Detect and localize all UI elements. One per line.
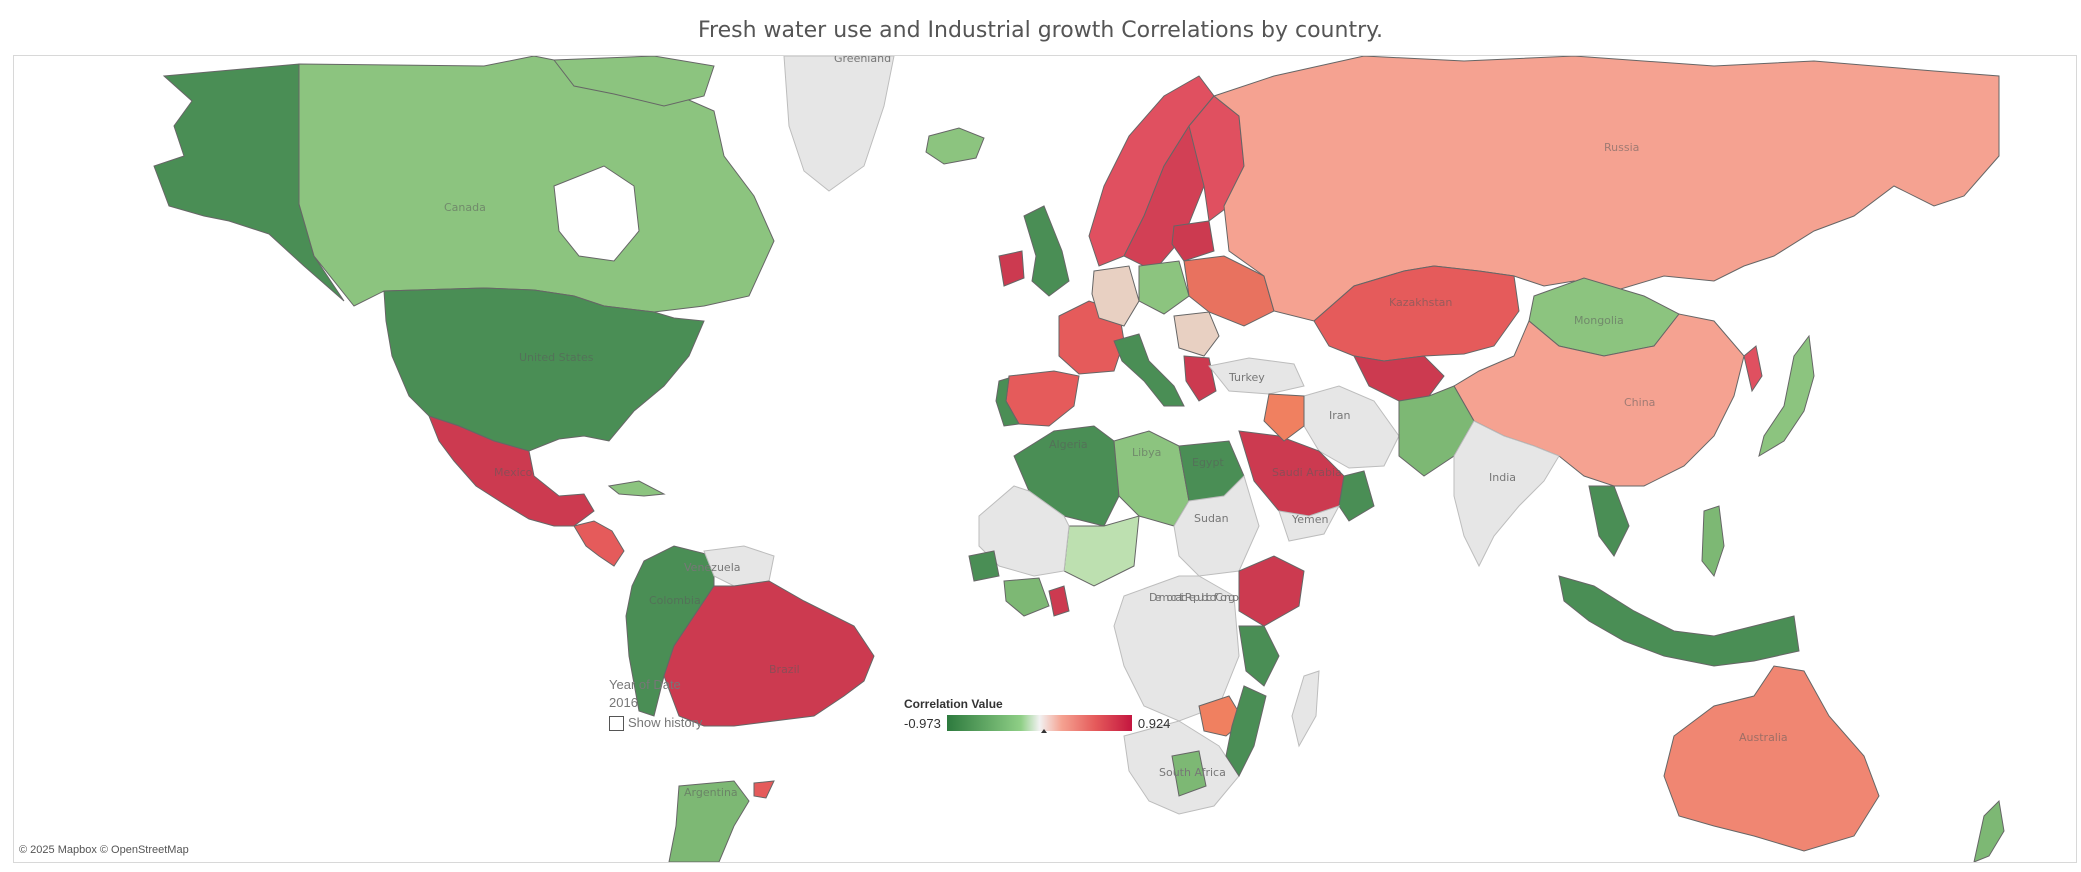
label-china: China (1624, 396, 1655, 409)
show-history-label: Show history (628, 715, 703, 730)
map-canvas[interactable]: Greenland Canada United States Mexico Ve… (14, 56, 2076, 862)
hudson-bay (553, 165, 640, 262)
label-brazil: Brazil (769, 663, 800, 676)
country-central-asia[interactable] (1353, 355, 1445, 402)
country-madagascar[interactable] (1291, 670, 1320, 748)
label-mexico: Mexico (494, 466, 533, 479)
country-ghana[interactable] (1003, 577, 1050, 617)
map-title: Fresh water use and Industrial growth Co… (698, 18, 1383, 43)
country-niger[interactable] (1063, 515, 1140, 587)
country-indonesia[interactable] (1558, 575, 1800, 667)
country-poland[interactable] (1138, 260, 1190, 315)
label-egypt: Egypt (1192, 456, 1224, 469)
country-balkans[interactable] (1173, 311, 1220, 357)
country-thailand[interactable] (1588, 485, 1630, 557)
label-russia: Russia (1604, 141, 1639, 154)
label-india: India (1489, 471, 1516, 484)
country-ethiopia[interactable] (1238, 555, 1305, 627)
country-central-america[interactable] (573, 520, 625, 567)
legend-title: Correlation Value (904, 697, 1003, 711)
country-philippines[interactable] (1701, 505, 1725, 578)
country-nigeria[interactable] (1048, 585, 1070, 617)
country-russia[interactable] (1212, 56, 2000, 322)
country-greece[interactable] (1183, 355, 1217, 402)
country-senegal[interactable] (968, 550, 1000, 582)
country-ireland[interactable] (998, 250, 1025, 287)
label-drc: Democratic Republic of Congo (1149, 591, 1239, 604)
country-botswana[interactable] (1171, 750, 1207, 797)
label-iran: Iran (1329, 409, 1351, 422)
country-baltics[interactable] (1171, 220, 1215, 262)
legend-gradient[interactable] (946, 715, 1132, 733)
label-turkey: Turkey (1228, 371, 1265, 384)
country-mozambique[interactable] (1225, 685, 1267, 778)
label-saudi-arabia: Saudi Arabia (1272, 466, 1342, 479)
country-canada-islands[interactable] (553, 56, 715, 107)
label-sudan: Sudan (1194, 512, 1229, 525)
label-kazakhstan: Kazakhstan (1389, 296, 1452, 309)
legend-min: -0.973 (904, 715, 941, 731)
label-greenland: Greenland (834, 56, 891, 65)
country-cuba[interactable] (607, 480, 666, 497)
country-new-zealand[interactable] (1973, 799, 2005, 862)
country-brazil[interactable] (663, 580, 875, 727)
country-mexico[interactable] (428, 415, 595, 527)
country-japan[interactable] (1758, 334, 1815, 458)
show-history-toggle[interactable]: Show history (609, 714, 702, 732)
country-australia[interactable] (1663, 665, 1880, 852)
country-uruguay[interactable] (753, 780, 775, 799)
country-germany[interactable] (1091, 265, 1140, 327)
country-spain[interactable] (1005, 370, 1080, 427)
country-italy[interactable] (1113, 333, 1185, 407)
label-venezuela: Venezuela (684, 561, 741, 574)
label-south-africa: South Africa (1159, 766, 1226, 779)
country-greenland[interactable] (783, 56, 895, 192)
show-history-checkbox[interactable] (609, 715, 624, 731)
label-algeria: Algeria (1049, 438, 1088, 451)
country-united-states[interactable] (383, 287, 705, 452)
country-oman[interactable] (1338, 470, 1375, 522)
year-filter: Year of Date 2016 Show history (609, 676, 702, 732)
country-turkey[interactable] (1208, 357, 1305, 395)
year-filter-value[interactable]: 2016 (609, 695, 638, 710)
color-legend: Correlation Value -0.973 0.924 (904, 697, 1171, 733)
label-colombia: Colombia (649, 594, 701, 607)
country-portugal[interactable] (995, 377, 1020, 427)
world-map[interactable]: Greenland Canada United States Mexico Ve… (13, 55, 2077, 863)
country-korea[interactable] (1743, 345, 1763, 393)
legend-max: 0.924 (1137, 715, 1171, 731)
label-libya: Libya (1132, 446, 1161, 459)
country-iceland[interactable] (925, 127, 985, 165)
label-yemen: Yemen (1291, 513, 1329, 526)
country-yemen[interactable] (1278, 505, 1341, 542)
year-filter-label: Year of Date (609, 677, 681, 692)
country-iran[interactable] (1303, 385, 1400, 469)
country-argentina[interactable] (668, 780, 750, 862)
label-canada: Canada (444, 201, 486, 214)
label-australia: Australia (1739, 731, 1788, 744)
label-argentina: Argentina (684, 786, 738, 799)
country-united-kingdom[interactable] (1023, 205, 1070, 297)
map-attribution: © 2025 Mapbox © OpenStreetMap (19, 844, 189, 856)
country-iraq[interactable] (1263, 393, 1305, 442)
label-mongolia: Mongolia (1574, 314, 1624, 327)
country-india[interactable] (1453, 420, 1560, 568)
legend-zero-marker (1040, 729, 1047, 733)
country-kenya[interactable] (1238, 625, 1280, 687)
label-united-states: United States (519, 351, 594, 364)
country-belarus-ukraine[interactable] (1183, 255, 1275, 327)
country-sudan[interactable] (1173, 475, 1260, 577)
